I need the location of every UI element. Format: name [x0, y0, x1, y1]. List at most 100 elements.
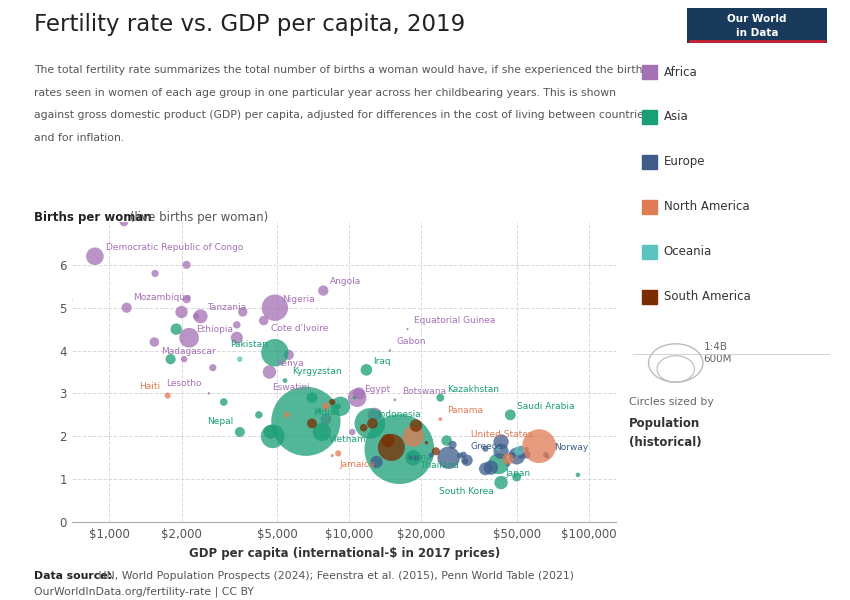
- Point: [268, 348, 281, 358]
- Point: [458, 457, 472, 466]
- Point: [326, 397, 339, 407]
- Point: [368, 410, 382, 419]
- Point: [313, 406, 326, 415]
- Text: Gabon: Gabon: [397, 337, 427, 346]
- Point: [479, 464, 492, 473]
- Text: South America: South America: [664, 290, 751, 304]
- Point: [383, 346, 397, 355]
- Point: [319, 401, 332, 411]
- Point: [236, 307, 250, 317]
- Point: [404, 453, 417, 463]
- Point: [514, 451, 528, 461]
- Point: [479, 444, 492, 454]
- Text: 1:4B: 1:4B: [704, 342, 728, 352]
- Point: [348, 393, 361, 403]
- Text: Pakistan: Pakistan: [230, 340, 268, 349]
- Text: Europe: Europe: [664, 155, 706, 169]
- Point: [169, 325, 183, 334]
- Point: [180, 295, 194, 304]
- Point: [230, 333, 244, 343]
- Point: [161, 391, 174, 400]
- Text: India: India: [313, 408, 335, 417]
- Point: [326, 451, 339, 460]
- Text: Egypt: Egypt: [364, 385, 390, 394]
- Point: [88, 251, 102, 261]
- Point: [263, 367, 276, 377]
- Point: [492, 459, 506, 469]
- Text: Kazakhstan: Kazakhstan: [447, 385, 499, 394]
- Text: Norway: Norway: [554, 443, 588, 452]
- Point: [315, 427, 329, 437]
- Text: (live births per woman): (live births per woman): [126, 211, 268, 224]
- Point: [393, 445, 406, 454]
- Text: Saudi Arabia: Saudi Arabia: [518, 401, 575, 410]
- Text: Lesotho: Lesotho: [167, 379, 202, 388]
- Point: [434, 393, 447, 403]
- Point: [445, 440, 459, 449]
- Point: [502, 460, 515, 469]
- Text: Data source:: Data source:: [34, 571, 112, 581]
- Text: Burundi: Burundi: [0, 599, 1, 600]
- Text: Fertility rate vs. GDP per capita, 2019: Fertility rate vs. GDP per capita, 2019: [34, 13, 465, 36]
- Point: [514, 444, 528, 454]
- Point: [494, 446, 507, 456]
- Text: Japan: Japan: [506, 469, 530, 478]
- Text: Kyrgyzstan: Kyrgyzstan: [292, 367, 342, 376]
- Point: [233, 427, 246, 437]
- Point: [409, 421, 422, 430]
- Point: [520, 445, 534, 454]
- Point: [406, 431, 420, 441]
- Text: Eswatini: Eswatini: [272, 383, 309, 392]
- Text: Births per woman: Births per woman: [34, 211, 152, 224]
- Point: [182, 333, 196, 343]
- Text: South Korea: South Korea: [439, 487, 494, 496]
- Point: [268, 303, 281, 313]
- Point: [350, 393, 364, 403]
- Point: [164, 355, 178, 364]
- Text: Botswana: Botswana: [402, 386, 445, 395]
- Point: [266, 431, 280, 441]
- Point: [370, 457, 383, 467]
- Text: and for inflation.: and for inflation.: [34, 133, 124, 143]
- Point: [194, 311, 207, 321]
- Text: Tanzania: Tanzania: [207, 303, 246, 312]
- Point: [541, 452, 554, 461]
- Point: [299, 416, 313, 426]
- Point: [280, 410, 294, 419]
- Point: [178, 355, 191, 364]
- Point: [206, 363, 219, 373]
- Text: Oceania: Oceania: [664, 245, 712, 259]
- Text: UN, World Population Prospects (2024); Feenstra et al. (2015), Penn World Table : UN, World Population Prospects (2024); F…: [95, 571, 575, 581]
- Text: Circles sized by: Circles sized by: [629, 397, 714, 407]
- Text: Population: Population: [629, 417, 700, 430]
- Point: [384, 443, 398, 452]
- Point: [439, 436, 453, 445]
- Point: [409, 453, 422, 463]
- Point: [148, 269, 162, 278]
- Text: China: China: [406, 452, 432, 461]
- Text: Africa: Africa: [664, 65, 698, 79]
- Point: [456, 450, 470, 460]
- Point: [319, 415, 332, 424]
- Point: [62, 295, 76, 305]
- Point: [217, 397, 230, 407]
- Point: [512, 446, 525, 455]
- Point: [148, 337, 162, 347]
- Point: [352, 389, 366, 398]
- Point: [332, 449, 345, 458]
- Text: rates seen in women of each age group in one particular year across her childbea: rates seen in women of each age group in…: [34, 88, 616, 98]
- Point: [366, 419, 379, 428]
- Point: [357, 423, 371, 433]
- Point: [120, 303, 133, 313]
- X-axis label: GDP per capita (international-$ in 2017 prices): GDP per capita (international-$ in 2017 …: [189, 547, 500, 560]
- Point: [520, 450, 534, 460]
- Point: [316, 286, 330, 295]
- Text: Angola: Angola: [331, 277, 361, 286]
- Point: [117, 217, 131, 227]
- Text: Thailand: Thailand: [420, 461, 459, 470]
- Text: Equatorial Guinea: Equatorial Guinea: [415, 316, 496, 325]
- Text: Indonesia: Indonesia: [377, 410, 421, 419]
- Point: [539, 450, 552, 460]
- Text: North America: North America: [664, 200, 750, 214]
- Point: [510, 472, 524, 482]
